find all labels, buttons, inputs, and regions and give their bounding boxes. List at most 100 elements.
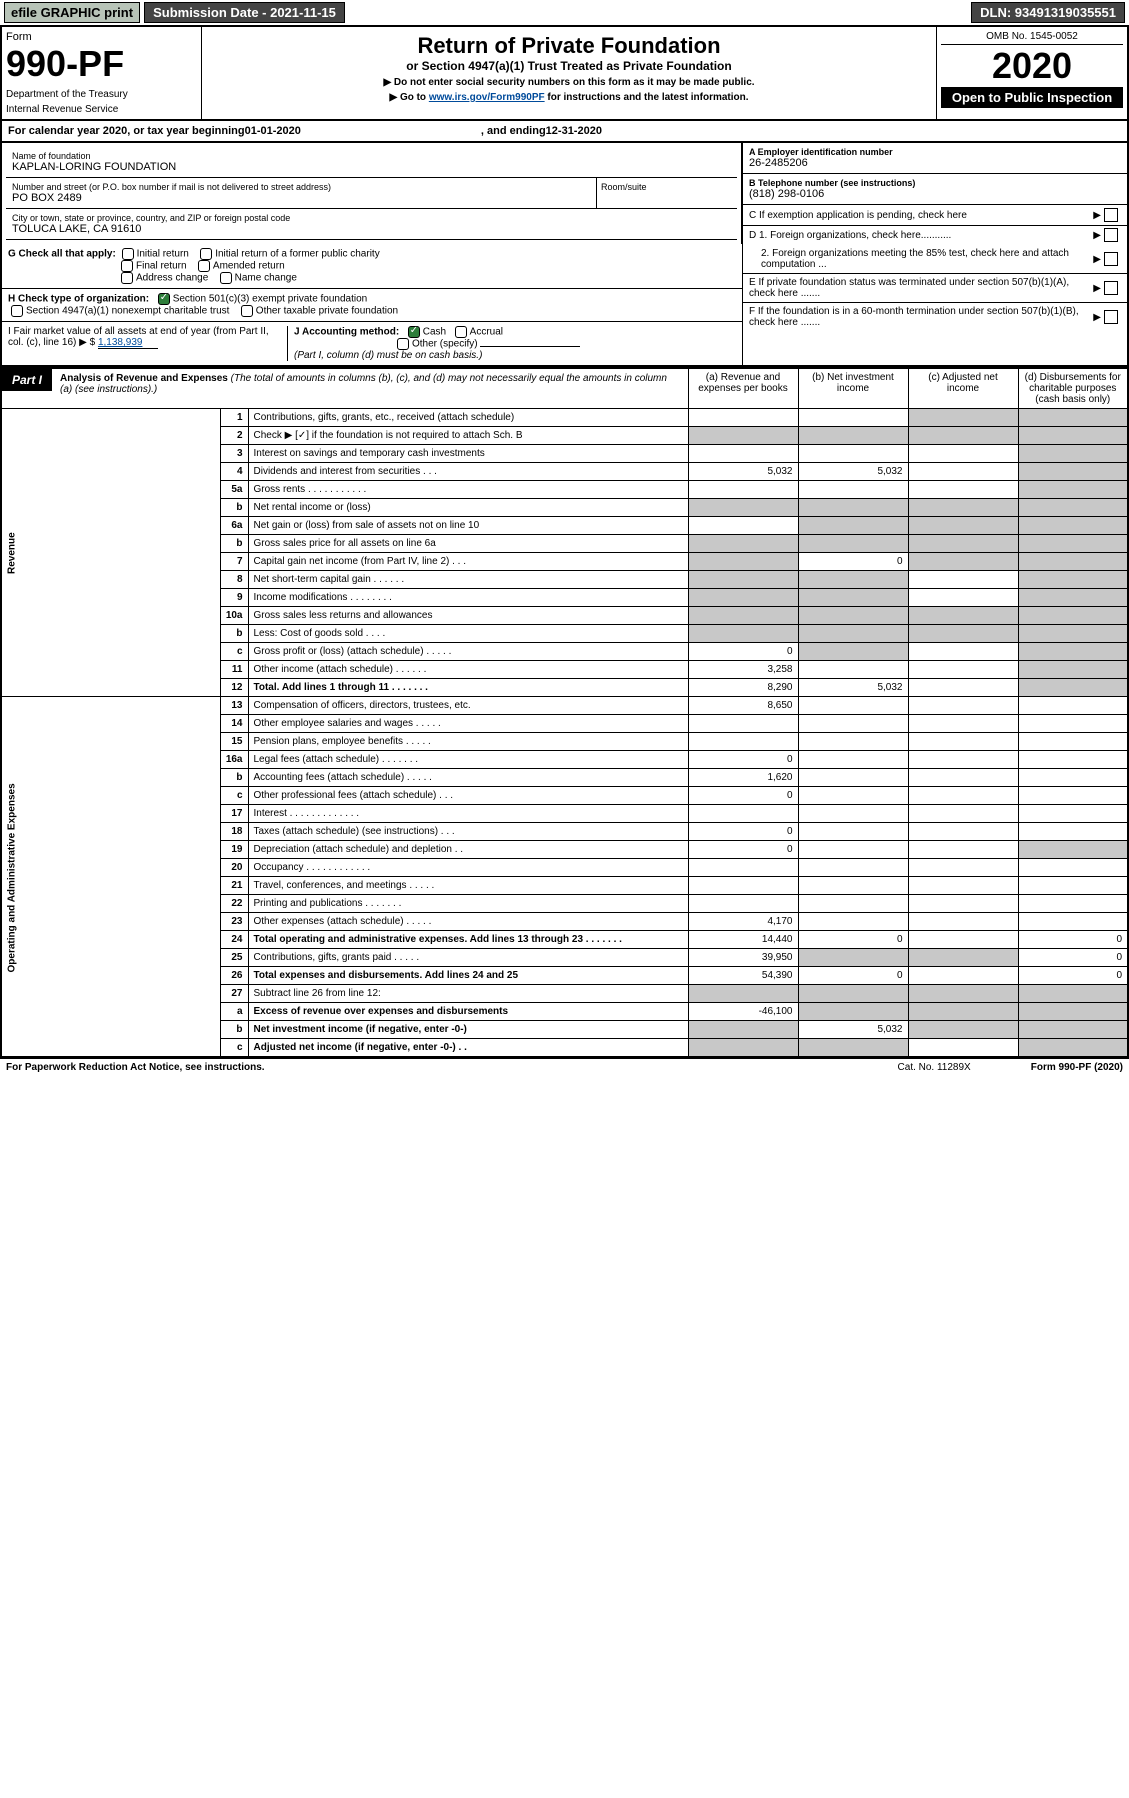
cell-value bbox=[798, 751, 908, 769]
line-number: 1 bbox=[220, 409, 248, 427]
cell-value bbox=[1018, 823, 1128, 841]
chk-c-pending[interactable] bbox=[1104, 208, 1118, 222]
line-number: 11 bbox=[220, 661, 248, 679]
line-desc: Pension plans, employee benefits . . . .… bbox=[248, 733, 688, 751]
line-desc: Excess of revenue over expenses and disb… bbox=[248, 1003, 688, 1021]
line-desc: Gross profit or (loss) (attach schedule)… bbox=[248, 643, 688, 661]
cell-value: 0 bbox=[1018, 949, 1128, 967]
cell-value: 0 bbox=[1018, 967, 1128, 985]
line-desc: Gross rents . . . . . . . . . . . bbox=[248, 481, 688, 499]
cell-shaded bbox=[908, 427, 1018, 445]
chk-other-method[interactable] bbox=[397, 338, 409, 350]
line-desc: Taxes (attach schedule) (see instruction… bbox=[248, 823, 688, 841]
cell-shaded bbox=[908, 625, 1018, 643]
fmv-value[interactable]: 1,138,939 bbox=[98, 337, 158, 349]
line-desc: Gross sales less returns and allowances bbox=[248, 607, 688, 625]
cell-value bbox=[908, 571, 1018, 589]
cell-value bbox=[908, 805, 1018, 823]
cell-shaded bbox=[908, 553, 1018, 571]
line-desc: Compensation of officers, directors, tru… bbox=[248, 697, 688, 715]
cell-value bbox=[908, 715, 1018, 733]
chk-501c3[interactable] bbox=[158, 293, 170, 305]
chk-cash[interactable] bbox=[408, 326, 420, 338]
footer: For Paperwork Reduction Act Notice, see … bbox=[0, 1058, 1129, 1076]
line-number: 22 bbox=[220, 895, 248, 913]
cell-shaded bbox=[688, 589, 798, 607]
dept-treasury: Department of the Treasury bbox=[6, 89, 197, 100]
cell-value: 0 bbox=[688, 841, 798, 859]
name-label: Name of foundation bbox=[12, 151, 731, 161]
open-public: Open to Public Inspection bbox=[941, 87, 1123, 108]
year-begin: 01-01-2020 bbox=[245, 125, 301, 137]
table-row: Revenue1Contributions, gifts, grants, et… bbox=[1, 409, 1128, 427]
chk-f[interactable] bbox=[1104, 310, 1118, 324]
cell-value bbox=[688, 805, 798, 823]
cell-shaded bbox=[798, 607, 908, 625]
cell-value: 4,170 bbox=[688, 913, 798, 931]
cell-shaded bbox=[908, 1021, 1018, 1039]
section-h: H Check type of organization: Section 50… bbox=[2, 289, 742, 322]
line-number: 26 bbox=[220, 967, 248, 985]
cell-value bbox=[798, 823, 908, 841]
line-desc: Total expenses and disbursements. Add li… bbox=[248, 967, 688, 985]
cell-value bbox=[798, 859, 908, 877]
chk-name-change[interactable] bbox=[220, 272, 232, 284]
cell-value bbox=[908, 463, 1018, 481]
chk-initial-return[interactable] bbox=[122, 248, 134, 260]
cell-value bbox=[688, 517, 798, 535]
cell-value bbox=[908, 643, 1018, 661]
note-ssn: ▶ Do not enter social security numbers o… bbox=[210, 77, 928, 88]
line-number: c bbox=[220, 787, 248, 805]
cell-value: 1,620 bbox=[688, 769, 798, 787]
room-label: Room/suite bbox=[601, 182, 733, 192]
chk-d1[interactable] bbox=[1104, 228, 1118, 242]
line-number: 20 bbox=[220, 859, 248, 877]
cell-value bbox=[908, 877, 1018, 895]
line-desc: Gross sales price for all assets on line… bbox=[248, 535, 688, 553]
form990pf-link[interactable]: www.irs.gov/Form990PF bbox=[429, 92, 545, 103]
chk-final-return[interactable] bbox=[121, 260, 133, 272]
chk-amended[interactable] bbox=[198, 260, 210, 272]
cell-value: 5,032 bbox=[688, 463, 798, 481]
line-desc: Interest on savings and temporary cash i… bbox=[248, 445, 688, 463]
tax-year: 2020 bbox=[941, 45, 1123, 87]
cell-shaded bbox=[688, 607, 798, 625]
cell-value bbox=[798, 841, 908, 859]
chk-address-change[interactable] bbox=[121, 272, 133, 284]
cell-shaded bbox=[688, 571, 798, 589]
submission-date: Submission Date - 2021-11-15 bbox=[144, 2, 345, 23]
col-a-header: (a) Revenue and expenses per books bbox=[688, 368, 798, 409]
cell-value bbox=[688, 859, 798, 877]
cell-value bbox=[798, 481, 908, 499]
chk-accrual[interactable] bbox=[455, 326, 467, 338]
cell-value bbox=[798, 733, 908, 751]
ein-label: A Employer identification number bbox=[749, 147, 1121, 157]
cell-value bbox=[908, 859, 1018, 877]
chk-e[interactable] bbox=[1104, 281, 1118, 295]
cell-shaded bbox=[798, 589, 908, 607]
cell-value: 0 bbox=[798, 967, 908, 985]
cell-shaded bbox=[688, 625, 798, 643]
efile-badge[interactable]: efile GRAPHIC print bbox=[4, 2, 140, 23]
header-center: Return of Private Foundation or Section … bbox=[202, 27, 937, 119]
cell-shaded bbox=[1018, 535, 1128, 553]
line-number: 3 bbox=[220, 445, 248, 463]
form-number: 990-PF bbox=[6, 43, 197, 85]
chk-initial-former[interactable] bbox=[200, 248, 212, 260]
cell-value bbox=[908, 661, 1018, 679]
cell-value bbox=[908, 913, 1018, 931]
line-desc: Occupancy . . . . . . . . . . . . bbox=[248, 859, 688, 877]
cell-value bbox=[1018, 895, 1128, 913]
side-expenses: Operating and Administrative Expenses bbox=[1, 697, 220, 1058]
line-number: 25 bbox=[220, 949, 248, 967]
chk-4947a1[interactable] bbox=[11, 305, 23, 317]
form-title: Return of Private Foundation bbox=[210, 33, 928, 59]
line-number: b bbox=[220, 535, 248, 553]
cell-value bbox=[798, 895, 908, 913]
cell-shaded bbox=[798, 499, 908, 517]
line-desc: Net investment income (if negative, ente… bbox=[248, 1021, 688, 1039]
chk-d2[interactable] bbox=[1104, 252, 1118, 266]
section-g: G Check all that apply: Initial return I… bbox=[2, 244, 742, 289]
line-number: 9 bbox=[220, 589, 248, 607]
chk-other-taxable[interactable] bbox=[241, 305, 253, 317]
